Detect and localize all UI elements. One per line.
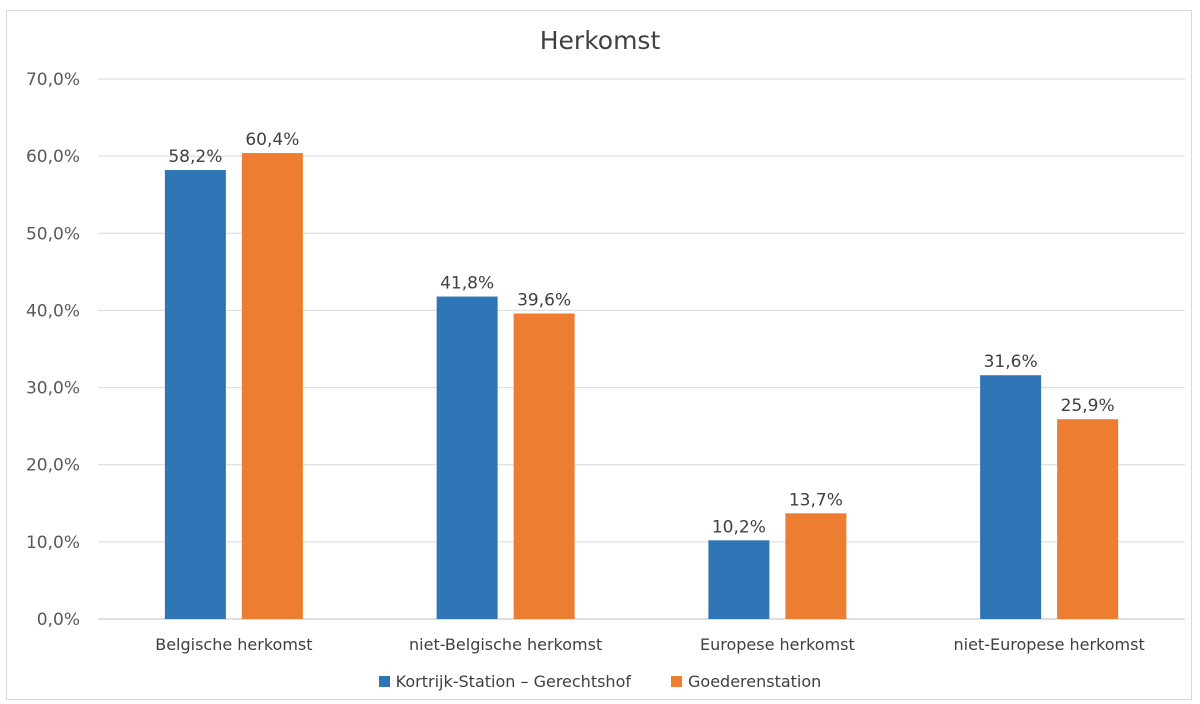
bar [513,313,575,619]
bar [1057,419,1119,619]
data-label: 60,4% [245,130,299,150]
x-category-label: Belgische herkomst [155,635,312,654]
legend-item-series-2: Goederenstation [671,672,821,691]
data-label: 31,6% [984,352,1038,372]
data-label: 39,6% [517,291,571,311]
y-tick-label: 40,0% [26,301,80,321]
y-tick-label: 30,0% [26,379,80,399]
data-label: 13,7% [789,490,843,510]
data-label: 41,8% [440,274,494,294]
bar [436,296,498,619]
x-category-label: niet-Belgische herkomst [409,635,602,654]
bar [785,513,847,619]
chart-title: Herkomst [539,26,661,55]
legend-swatch-series-1 [378,676,390,687]
y-tick-label: 10,0% [26,533,80,553]
data-label: 25,9% [1061,396,1115,416]
y-tick-label: 50,0% [26,224,80,244]
legend-label-series-2: Goederenstation [688,672,822,691]
data-label: 10,2% [712,517,766,537]
x-category-label: niet-Europese herkomst [954,635,1145,654]
y-tick-label: 0,0% [37,610,80,630]
y-tick-label: 70,0% [26,70,80,90]
legend-item-series-1: Kortrijk-Station – Gerechtshof [378,672,631,691]
legend-swatch-series-2 [671,676,682,687]
y-tick-label: 20,0% [26,456,80,476]
legend-label-series-1: Kortrijk-Station – Gerechtshof [395,672,631,691]
bar [164,170,226,619]
bar [708,540,770,619]
y-tick-label: 60,0% [26,147,80,167]
legend: Kortrijk-Station – Gerechtshof Goederens… [0,672,1200,691]
bar [980,375,1042,619]
data-label: 58,2% [168,147,222,167]
x-category-label: Europese herkomst [700,635,855,654]
bar [241,153,303,620]
